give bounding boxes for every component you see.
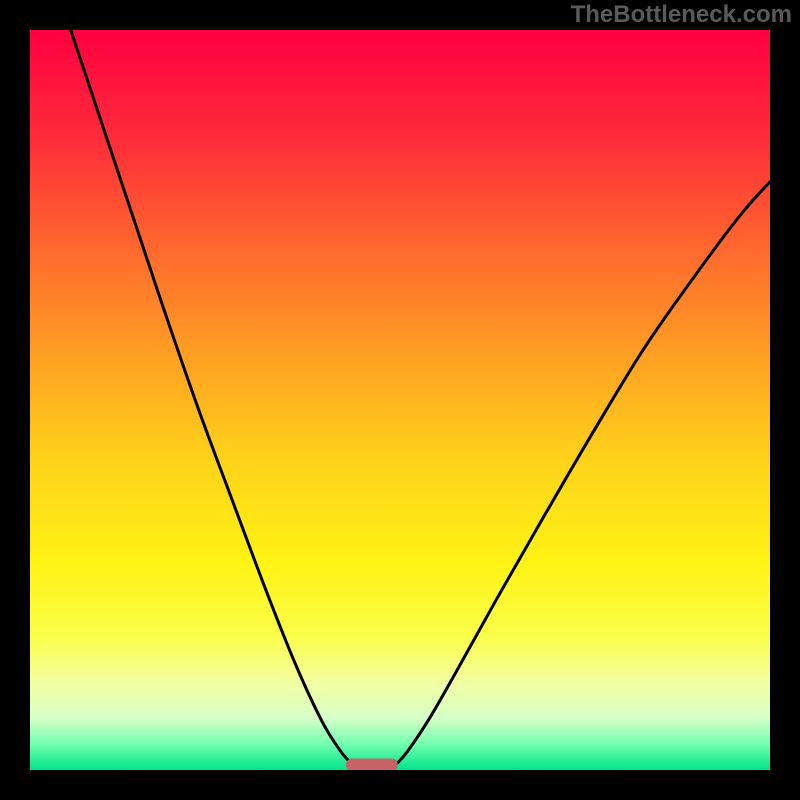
attribution-text: TheBottleneck.com bbox=[571, 1, 792, 29]
plot-background bbox=[30, 30, 770, 770]
chart-frame: TheBottleneck.com bbox=[0, 0, 800, 800]
bottleneck-chart bbox=[0, 0, 800, 800]
bottleneck-marker bbox=[346, 759, 398, 772]
